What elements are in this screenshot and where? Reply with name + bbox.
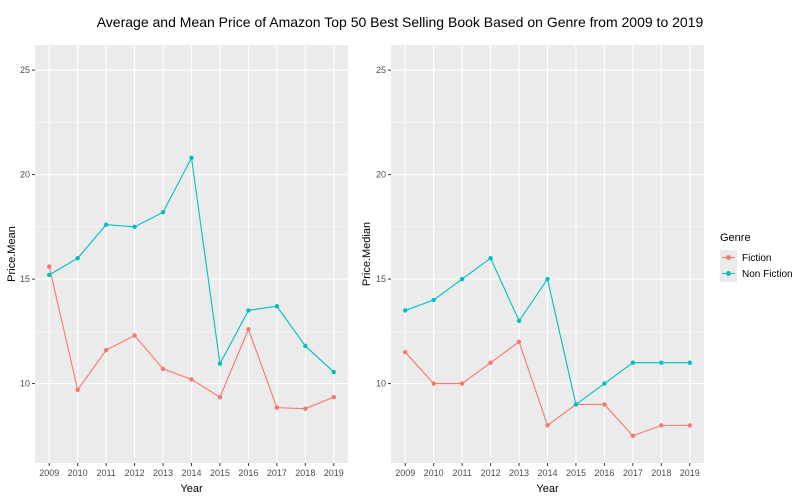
x-tick-label: 2018 xyxy=(651,468,671,478)
data-point-fiction xyxy=(602,402,607,407)
panel-1: 10 15 20 25 2009 2010 2011 2012 2013 2014 2015 2016… xyxy=(6,45,348,495)
legend-item-non-fiction: Non Fiction xyxy=(720,266,793,282)
legend-item-fiction: Fiction xyxy=(720,250,793,266)
x-tick-label: 2016 xyxy=(238,468,258,478)
x-axis-title: Year xyxy=(180,483,203,495)
data-point-fiction xyxy=(103,347,109,353)
data-point-non-fiction xyxy=(47,272,52,278)
data-point-non-fiction xyxy=(573,402,579,407)
data-point-non-fiction xyxy=(132,224,137,230)
data-point-non-fiction xyxy=(246,308,251,313)
data-point-fiction xyxy=(132,333,137,338)
legend-key-non-fiction xyxy=(720,266,737,282)
data-point-fiction xyxy=(488,360,493,365)
data-point-non-fiction xyxy=(303,343,308,349)
data-point-non-fiction xyxy=(488,255,493,261)
y-tick-label: 10 xyxy=(376,379,386,389)
x-tick-label: 2013 xyxy=(153,468,173,478)
data-point-non-fiction xyxy=(516,318,522,324)
data-point-fiction xyxy=(274,405,280,410)
x-tick-label: 2016 xyxy=(594,468,614,478)
data-point-fiction xyxy=(189,377,194,382)
data-point-non-fiction xyxy=(602,381,607,386)
x-tick-label: 2018 xyxy=(295,468,315,478)
legend-key-fiction xyxy=(720,250,737,266)
data-point-non-fiction xyxy=(75,255,80,261)
data-point-fiction xyxy=(331,394,336,400)
y-axis-title: Price.Mean xyxy=(6,226,18,282)
data-point-fiction xyxy=(459,381,465,386)
data-point-non-fiction xyxy=(630,360,636,365)
figure-title: Average and Mean Price of Amazon Top 50 … xyxy=(96,14,704,30)
x-axis-title: Year xyxy=(536,483,559,495)
legend: Genre Fiction Non Fiction xyxy=(720,232,793,282)
data-point-fiction xyxy=(687,423,692,428)
data-point-non-fiction xyxy=(545,276,550,282)
data-point-non-fiction xyxy=(217,361,223,366)
x-tick-label: 2010 xyxy=(424,468,444,478)
x-tick-label: 2011 xyxy=(96,468,115,478)
data-point-non-fiction xyxy=(431,297,436,303)
data-point-fiction xyxy=(659,423,664,428)
data-point-non-fiction xyxy=(403,308,408,313)
x-tick-label: 2017 xyxy=(623,468,643,478)
legend-title: Genre xyxy=(720,232,751,244)
data-point-fiction xyxy=(75,387,80,393)
data-point-fiction xyxy=(246,327,251,332)
data-point-non-fiction xyxy=(274,304,280,309)
x-tick-label: 2009 xyxy=(39,468,59,478)
data-point-fiction xyxy=(217,394,223,400)
data-point-fiction xyxy=(545,423,550,428)
y-tick-label: 25 xyxy=(376,65,386,75)
x-tick-label: 2009 xyxy=(395,468,415,478)
x-tick-label: 2010 xyxy=(68,468,88,478)
legend-label-fiction: Fiction xyxy=(742,252,772,264)
x-tick-label: 2011 xyxy=(452,468,471,478)
x-tick-label: 2019 xyxy=(324,468,344,478)
x-tick-label: 2014 xyxy=(181,468,201,478)
data-point-fiction xyxy=(47,264,52,269)
x-tick-label: 2012 xyxy=(125,468,145,478)
x-tick-label: 2014 xyxy=(537,468,557,478)
data-point-fiction xyxy=(303,406,308,411)
y-axis-title: Price.Median xyxy=(361,222,373,286)
data-point-non-fiction xyxy=(659,360,664,365)
y-tick-label: 15 xyxy=(20,274,30,284)
data-point-fiction xyxy=(630,433,636,439)
panel-2: 10 15 20 25 2009 2010 2011 2012 2013 2014 2015 2016… xyxy=(361,45,704,495)
data-point-fiction xyxy=(431,381,436,386)
data-point-fiction xyxy=(160,366,166,372)
legend-label-non-fiction: Non Fiction xyxy=(742,268,793,280)
data-point-non-fiction xyxy=(189,155,194,161)
data-point-non-fiction xyxy=(160,210,166,215)
y-tick-label: 10 xyxy=(20,379,30,389)
y-tick-label: 20 xyxy=(376,170,386,180)
x-tick-label: 2012 xyxy=(481,468,501,478)
x-tick-label: 2019 xyxy=(680,468,700,478)
data-point-non-fiction xyxy=(331,369,336,375)
y-tick-label: 25 xyxy=(20,65,30,75)
data-point-non-fiction xyxy=(459,276,465,282)
x-tick-label: 2015 xyxy=(210,468,230,478)
data-point-fiction xyxy=(516,339,522,344)
y-tick-label: 20 xyxy=(20,170,30,180)
x-tick-label: 2017 xyxy=(267,468,287,478)
data-point-non-fiction xyxy=(103,222,109,227)
data-point-fiction xyxy=(403,350,408,355)
data-point-non-fiction xyxy=(687,360,692,365)
x-tick-label: 2013 xyxy=(509,468,529,478)
x-tick-label: 2015 xyxy=(566,468,586,478)
y-tick-label: 15 xyxy=(376,274,386,284)
